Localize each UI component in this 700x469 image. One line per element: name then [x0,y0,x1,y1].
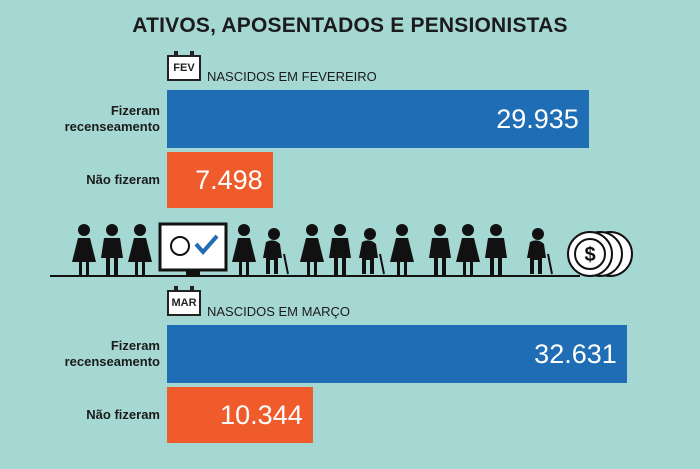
chart-title: ATIVOS, APOSENTADOS E PENSIONISTAS [132,14,568,37]
svg-text:$: $ [584,244,595,266]
category-label: Fizeram recenseamento [64,338,160,369]
badge-ring [174,286,178,292]
value-label: 29.935 [496,104,579,134]
badge-ring [190,51,194,57]
category-label: Não fizeram [86,172,160,187]
badge: MAR [167,290,201,316]
chart-subtitle: NASCIDOS EM FEVEREIRO [207,69,377,84]
category-label: Não fizeram [86,407,160,422]
badge: FEV [167,55,201,81]
value-label: 7.498 [195,165,263,195]
chart-subtitle: NASCIDOS EM MARÇO [207,304,351,319]
value-label: 10.344 [220,400,303,430]
badge-ring [190,286,194,292]
bar [167,152,273,208]
bar [167,325,627,383]
value-label: 32.631 [534,339,617,369]
badge-ring [174,51,178,57]
illustration: $ [50,222,633,277]
bar [167,387,313,443]
bar [167,90,589,148]
category-label: Fizeram recenseamento [64,103,160,134]
